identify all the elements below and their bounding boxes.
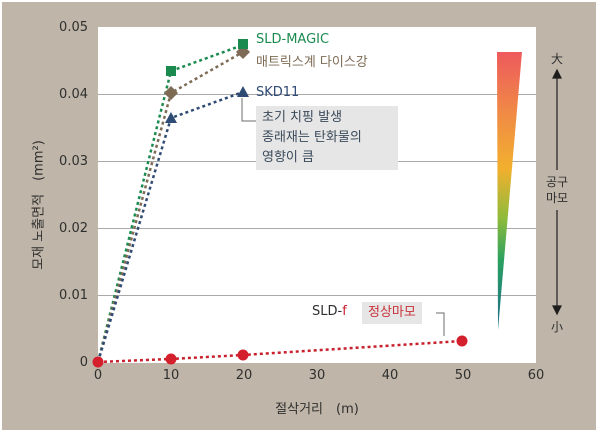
plot-area <box>98 27 536 363</box>
x-axis-label: 절삭거리 (m) <box>275 402 359 417</box>
skd11-note-line1: 초기 치핑 발생 <box>262 110 343 125</box>
x-tick-30: 30 <box>308 368 326 383</box>
legend-sld-f: SLD-f <box>312 304 347 319</box>
y-tick-0.05: 0.05 <box>59 20 88 35</box>
x-tick-60: 60 <box>527 368 545 383</box>
sld-f-note-connector <box>436 312 445 336</box>
y-tick-0.01: 0.01 <box>59 288 88 303</box>
wear-gradient-wedge <box>497 52 522 330</box>
x-tick-10: 10 <box>162 368 180 383</box>
marker-sld-magic-20 <box>238 39 248 49</box>
y-tick-0.04: 0.04 <box>59 87 88 102</box>
y-tick-0.03: 0.03 <box>59 154 88 169</box>
skd11-note-line3: 영향이 큼 <box>262 150 314 165</box>
legend-sld-f-suffix: f <box>342 304 347 319</box>
y-tick-0.02: 0.02 <box>59 221 88 236</box>
x-tick-20: 20 <box>235 368 253 383</box>
legend-matrix-die-steel: 매트릭스계 다이스강 <box>256 55 368 70</box>
scale-mid-label: 공구 마모 <box>537 174 577 206</box>
legend-sld-f-prefix: SLD- <box>312 304 343 319</box>
sld-f-note-box: 정상마모 <box>362 302 422 324</box>
x-tick-0: 0 <box>93 368 103 383</box>
wear-scale-arrows <box>552 68 562 316</box>
legend-skd11: SKD11 <box>256 85 300 100</box>
x-tick-40: 40 <box>381 368 399 383</box>
marker-skd11-10 <box>165 112 177 123</box>
skd11-note-box: 초기 치핑 발생 종래재는 탄화물의 영향이 큼 <box>256 106 398 170</box>
marker-sld-magic-10 <box>166 66 176 76</box>
scale-top-label: 大 <box>550 52 563 66</box>
scale-mid-line2: 마모 <box>545 191 569 205</box>
legend-sld-magic: SLD-MAGIC <box>256 32 330 47</box>
skd11-note-line2: 종래재는 탄화물의 <box>262 130 362 145</box>
marker-sld-f-20 <box>237 349 249 361</box>
marker-matrix-10 <box>164 86 178 100</box>
scale-mid-line1: 공구 <box>545 175 569 189</box>
y-tick-0: 0 <box>79 355 88 370</box>
series-line-sld-f <box>97 339 463 364</box>
marker-skd11-20 <box>237 86 249 97</box>
marker-sld-f-0 <box>92 356 104 368</box>
marker-sld-f-50 <box>456 335 468 347</box>
marker-sld-f-10 <box>165 353 177 365</box>
x-tick-50: 50 <box>454 368 472 383</box>
scale-bottom-label: 小 <box>550 320 563 334</box>
skd11-note-connector <box>241 98 256 122</box>
series-line-skd11 <box>96 90 244 363</box>
